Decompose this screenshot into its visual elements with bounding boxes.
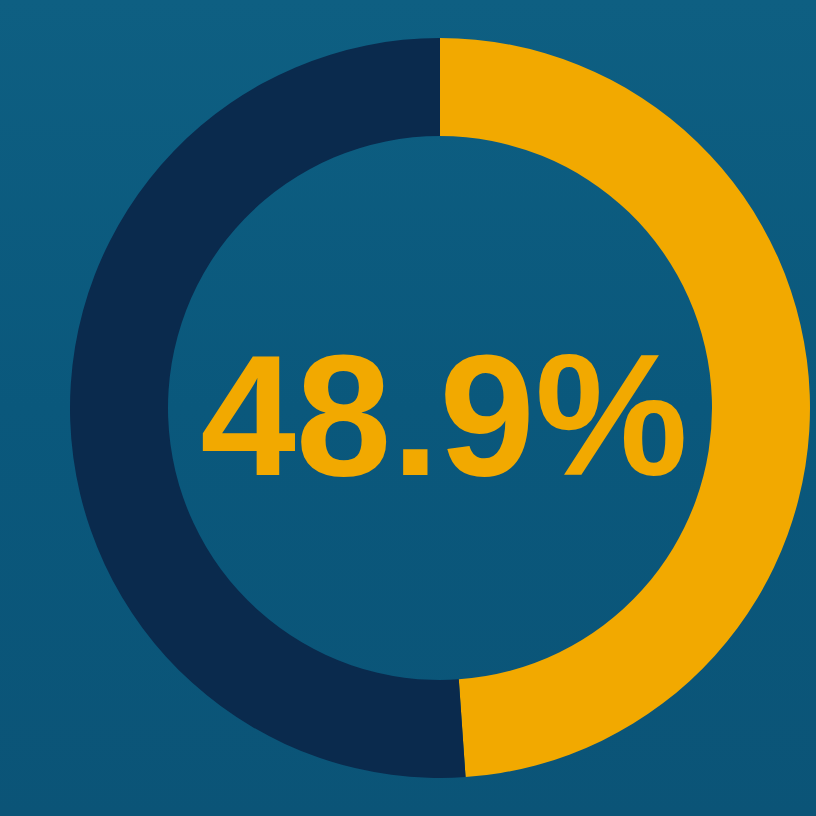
slices xyxy=(70,38,810,778)
chart: 48.9% xyxy=(0,0,816,816)
page: {"chart_data": {"type": "donut", "values… xyxy=(0,0,816,816)
center-label: 48.9% xyxy=(200,319,688,511)
